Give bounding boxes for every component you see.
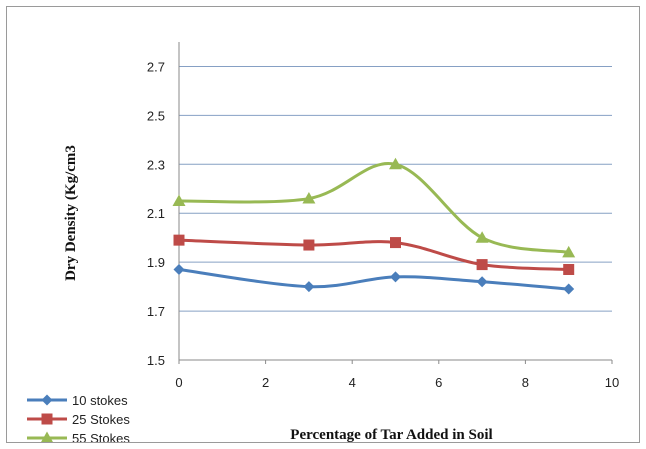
legend-item: 10 stokes xyxy=(27,393,128,408)
data-point xyxy=(563,263,575,275)
x-tick-label: 0 xyxy=(175,375,182,390)
x-tick-label: 10 xyxy=(605,375,619,390)
series-2 xyxy=(173,234,575,275)
legend-item: 25 Stokes xyxy=(27,412,130,427)
x-tick-label: 8 xyxy=(522,375,529,390)
series-1 xyxy=(173,263,575,295)
x-tick-label: 2 xyxy=(262,375,269,390)
series-3 xyxy=(172,157,576,258)
y-tick-label: 1.9 xyxy=(147,255,165,270)
legend-marker xyxy=(41,413,53,425)
data-point xyxy=(303,281,315,293)
data-point xyxy=(173,234,185,246)
y-tick-label: 1.7 xyxy=(147,304,165,319)
legend-marker xyxy=(41,394,53,406)
data-point xyxy=(172,194,186,206)
series-line xyxy=(178,238,569,271)
y-axis-title: Dry Density (Kg/cm3 xyxy=(63,145,79,281)
legend-label: 10 stokes xyxy=(72,393,128,408)
data-point xyxy=(390,271,401,283)
data-point xyxy=(390,237,401,249)
series-group xyxy=(172,157,576,295)
data-point xyxy=(476,259,488,271)
data-point xyxy=(562,245,576,258)
x-tick-label: 6 xyxy=(435,375,442,390)
data-point xyxy=(173,263,185,275)
y-tick-label: 2.3 xyxy=(147,157,165,172)
data-point xyxy=(303,239,315,251)
legend: 10 stokes 25 Stokes 55 Stokes xyxy=(27,393,130,442)
tick-labels: 1.5 1.7 1.9 2.1 2.3 2.5 2.7 0 2 4 6 8 10 xyxy=(147,59,619,390)
x-tick-label: 4 xyxy=(349,375,356,390)
data-point xyxy=(302,192,316,204)
series-line xyxy=(178,162,569,254)
data-point xyxy=(389,157,402,170)
line-chart: 1.5 1.7 1.9 2.1 2.3 2.5 2.7 0 2 4 6 8 10 Percentage … xyxy=(27,42,619,442)
y-tick-label: 2.7 xyxy=(147,59,165,74)
legend-label: 25 Stokes xyxy=(72,412,130,427)
data-point xyxy=(475,231,489,243)
y-tick-label: 1.5 xyxy=(147,353,165,368)
y-tick-label: 2.1 xyxy=(147,206,165,221)
data-point xyxy=(476,276,488,288)
chart-frame: 1.5 1.7 1.9 2.1 2.3 2.5 2.7 0 2 4 6 8 10 Percentage … xyxy=(6,6,640,443)
y-tick-label: 2.5 xyxy=(147,108,165,123)
legend-label: 55 Stokes xyxy=(72,431,130,442)
grid-lines xyxy=(179,65,612,312)
series-line xyxy=(178,268,569,291)
legend-marker xyxy=(41,431,53,442)
data-point xyxy=(563,283,575,295)
legend-item: 55 Stokes xyxy=(27,431,130,442)
x-axis-title: Percentage of Tar Added in Soil xyxy=(290,427,492,442)
